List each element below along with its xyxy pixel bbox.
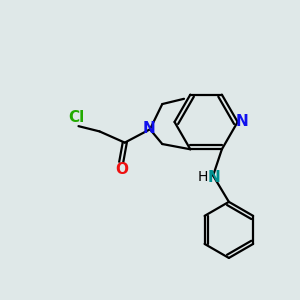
Text: O: O <box>115 162 128 177</box>
Text: N: N <box>207 170 220 185</box>
Text: N: N <box>143 121 156 136</box>
Text: Cl: Cl <box>69 110 85 125</box>
Text: H: H <box>198 170 208 184</box>
Text: N: N <box>236 115 249 130</box>
